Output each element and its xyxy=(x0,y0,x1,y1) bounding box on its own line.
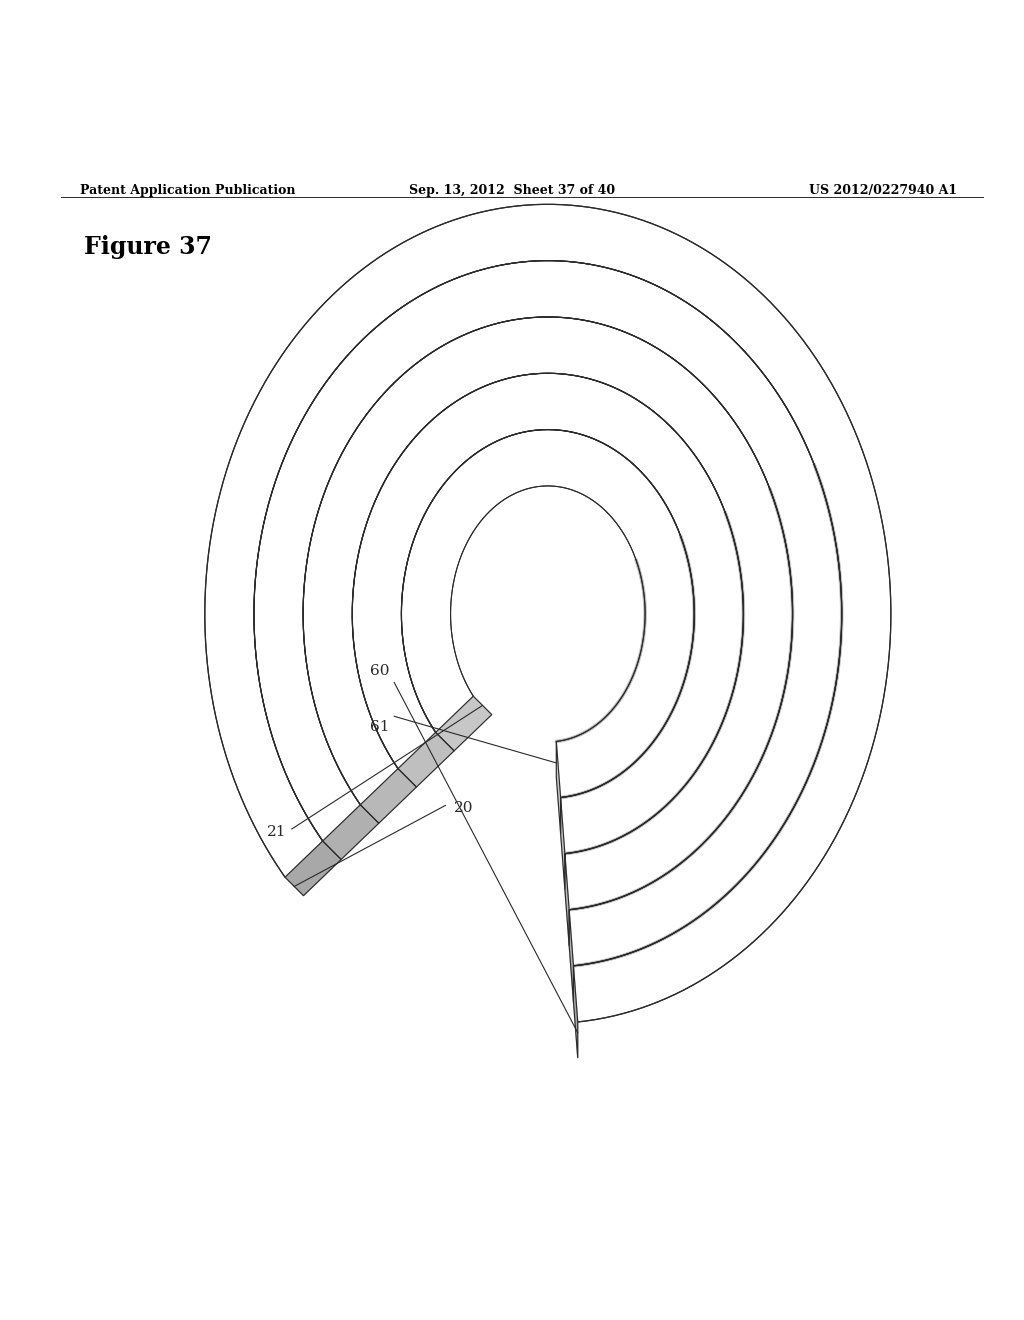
Polygon shape xyxy=(569,909,573,1002)
Polygon shape xyxy=(303,317,793,909)
Polygon shape xyxy=(573,966,578,1057)
Polygon shape xyxy=(565,854,569,945)
Polygon shape xyxy=(285,841,341,896)
Polygon shape xyxy=(323,805,379,859)
Text: 61: 61 xyxy=(370,721,389,734)
Polygon shape xyxy=(360,768,417,824)
Polygon shape xyxy=(352,374,743,854)
Polygon shape xyxy=(254,260,842,966)
Polygon shape xyxy=(398,733,454,787)
Text: 20: 20 xyxy=(454,801,473,816)
Text: Patent Application Publication: Patent Application Publication xyxy=(80,183,295,197)
Polygon shape xyxy=(205,205,891,1022)
Polygon shape xyxy=(556,742,560,833)
Polygon shape xyxy=(401,429,694,797)
Text: Figure 37: Figure 37 xyxy=(84,235,212,259)
Text: Sep. 13, 2012  Sheet 37 of 40: Sep. 13, 2012 Sheet 37 of 40 xyxy=(409,183,615,197)
Text: 21: 21 xyxy=(267,825,287,840)
Text: US 2012/0227940 A1: US 2012/0227940 A1 xyxy=(809,183,957,197)
Polygon shape xyxy=(435,696,492,751)
Text: 60: 60 xyxy=(370,664,389,678)
Polygon shape xyxy=(560,797,565,890)
